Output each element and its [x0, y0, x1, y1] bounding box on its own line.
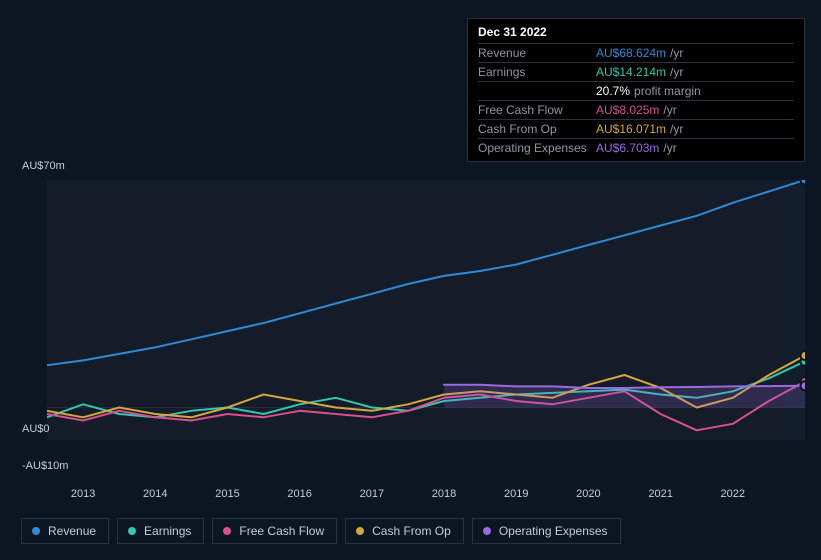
x-tick-label: 2022 [721, 488, 745, 500]
tooltip-row-label: Cash From Op [478, 122, 596, 136]
tooltip-row: 20.7%profit margin [478, 81, 794, 100]
legend: Revenue Earnings Free Cash Flow Cash From O… [21, 518, 621, 544]
x-tick-label: 2013 [71, 488, 95, 500]
legend-item-free-cash-flow[interactable]: Free Cash Flow [212, 518, 337, 544]
legend-label: Cash From Op [372, 524, 451, 538]
x-tick-label: 2014 [143, 488, 167, 500]
tooltip-row-suffix: /yr [659, 141, 676, 155]
legend-dot [356, 527, 364, 535]
tooltip-row-value: AU$16.071m [596, 122, 666, 136]
tooltip-row: EarningsAU$14.214m/yr [478, 62, 794, 81]
x-axis: 2013 2014 2015 2016 2017 2018 2019 2020 2021 2022 [47, 488, 805, 502]
legend-dot [128, 527, 136, 535]
y-label-70: AU$70m [22, 160, 65, 172]
tooltip-row-suffix: profit margin [630, 84, 701, 98]
tooltip-row: RevenueAU$68.624m/yr [478, 43, 794, 62]
tooltip-row-suffix: /yr [666, 122, 683, 136]
tooltip-row-label: Free Cash Flow [478, 103, 596, 117]
x-tick-label: 2016 [287, 488, 311, 500]
tooltip-row-value: 20.7% [596, 84, 630, 98]
y-label-0: AU$0 [22, 423, 50, 435]
tooltip-row-suffix: /yr [666, 65, 683, 79]
tooltip-row: Cash From OpAU$16.071m/yr [478, 119, 794, 138]
legend-item-operating-expenses[interactable]: Operating Expenses [472, 518, 621, 544]
legend-label: Revenue [48, 524, 96, 538]
x-tick-label: 2020 [576, 488, 600, 500]
tooltip-row-label: Operating Expenses [478, 141, 596, 155]
x-tick-label: 2019 [504, 488, 528, 500]
legend-dot [483, 527, 491, 535]
chart-area[interactable]: AU$70m AU$0 -AU$10m [17, 160, 805, 480]
tooltip-row-suffix: /yr [659, 103, 676, 117]
tooltip-row-suffix: /yr [666, 46, 683, 60]
tooltip-row-value: AU$68.624m [596, 46, 666, 60]
legend-item-cash-from-op[interactable]: Cash From Op [345, 518, 464, 544]
plot-canvas [47, 180, 805, 440]
chart-root: Dec 31 2022 RevenueAU$68.624m/yrEarnings… [0, 0, 821, 560]
legend-dot [32, 527, 40, 535]
x-tick-label: 2017 [360, 488, 384, 500]
x-tick-label: 2015 [215, 488, 239, 500]
tooltip-row-label: Earnings [478, 65, 596, 79]
chart-tooltip: Dec 31 2022 RevenueAU$68.624m/yrEarnings… [467, 18, 805, 162]
tooltip-row-label [478, 84, 596, 98]
tooltip-row-label: Revenue [478, 46, 596, 60]
tooltip-row-value: AU$6.703m [596, 141, 659, 155]
legend-label: Operating Expenses [499, 524, 608, 538]
legend-item-revenue[interactable]: Revenue [21, 518, 109, 544]
tooltip-date: Dec 31 2022 [478, 25, 794, 43]
legend-dot [223, 527, 231, 535]
x-tick-label: 2021 [648, 488, 672, 500]
x-tick-label: 2018 [432, 488, 456, 500]
tooltip-row: Free Cash FlowAU$8.025m/yr [478, 100, 794, 119]
legend-label: Earnings [144, 524, 191, 538]
legend-label: Free Cash Flow [239, 524, 324, 538]
tooltip-row-value: AU$8.025m [596, 103, 659, 117]
tooltip-row-value: AU$14.214m [596, 65, 666, 79]
y-label-neg10: -AU$10m [22, 460, 68, 472]
legend-item-earnings[interactable]: Earnings [117, 518, 204, 544]
tooltip-row: Operating ExpensesAU$6.703m/yr [478, 138, 794, 157]
